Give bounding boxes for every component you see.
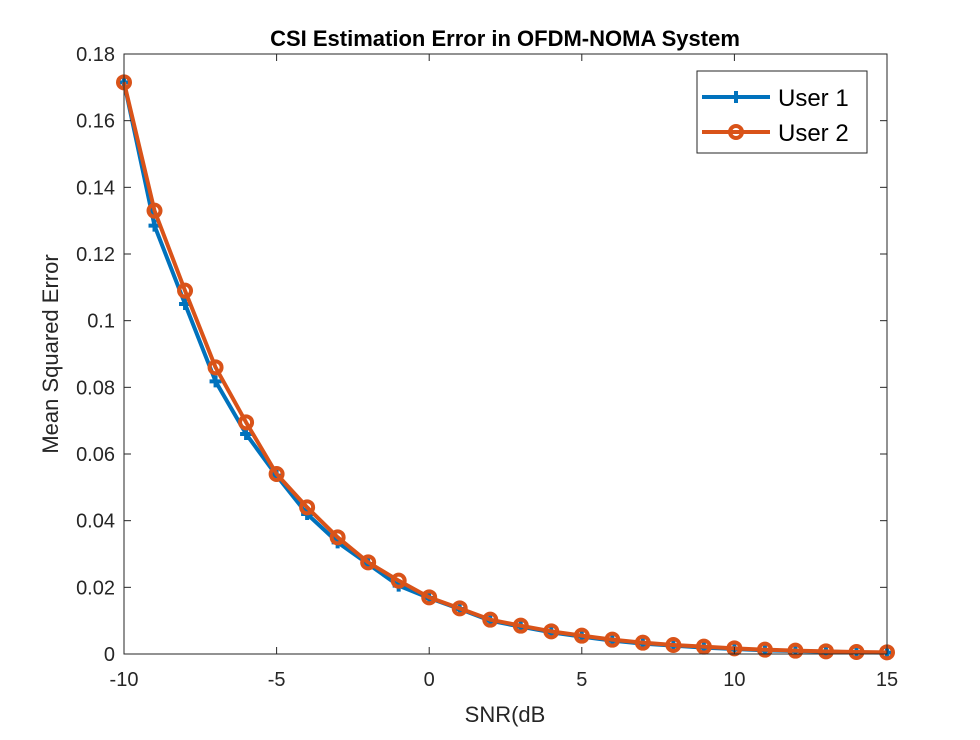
y-axis-ticks: 0 0.02 0.04 0.06 0.08 0.1 0.12 0.14 0.16 0.18	[76, 44, 887, 666]
y-tick-label: 0.16	[76, 111, 115, 133]
data-point-user-2	[146, 202, 163, 219]
x-axis-label: SNR(dB	[465, 702, 546, 727]
data-point-user-2	[573, 627, 590, 644]
data-point-user-2	[848, 644, 865, 660]
y-tick-label: 0.08	[76, 377, 115, 399]
x-tick-label: 15	[876, 669, 898, 691]
data-point-user-2	[299, 499, 316, 516]
data-point-user-2	[390, 572, 407, 589]
data-point-user-2	[329, 529, 346, 546]
data-point-user-2	[360, 554, 377, 571]
x-tick-label: 10	[723, 669, 745, 691]
legend-label-user-1: User 1	[778, 85, 849, 112]
series-user-2	[116, 74, 895, 661]
chart-title: CSI Estimation Error in OFDM-NOMA System	[270, 26, 740, 51]
data-point-user-2	[634, 634, 651, 651]
data-point-user-1	[209, 375, 222, 388]
data-point-user-2	[207, 359, 224, 376]
data-point-user-2	[451, 600, 468, 617]
legend-label-user-2: User 2	[778, 120, 849, 147]
y-tick-label: 0.02	[76, 577, 115, 599]
x-tick-label: 0	[424, 669, 435, 691]
y-tick-label: 0.04	[76, 511, 115, 533]
legend-box	[696, 70, 868, 154]
data-point-user-2	[665, 637, 682, 653]
series-layer	[116, 74, 895, 661]
data-point-user-2	[268, 466, 285, 482]
data-point-user-2	[482, 611, 499, 628]
x-tick-label: -5	[268, 669, 286, 691]
axes-box	[123, 53, 888, 655]
x-tick-label: -10	[110, 669, 139, 691]
data-point-user-2	[604, 631, 621, 648]
y-axis-label: Mean Squared Error	[38, 254, 63, 453]
y-tick-label: 0	[104, 644, 115, 666]
data-point-user-2	[238, 414, 255, 431]
y-tick-label: 0.18	[76, 44, 115, 66]
data-point-user-2	[787, 642, 804, 659]
data-point-user-2	[421, 589, 438, 606]
y-tick-label: 0.14	[76, 177, 115, 199]
legend-item-user-1: User 1	[702, 85, 849, 112]
plot-area	[124, 54, 887, 654]
data-point-user-2	[512, 617, 529, 634]
legend-item-user-2: User 2	[702, 120, 849, 147]
legend: User 1 User 2	[696, 70, 868, 154]
data-point-user-2	[543, 623, 560, 640]
data-point-user-2	[756, 641, 773, 658]
x-tick-label: 5	[576, 669, 587, 691]
legend-plus-marker-icon	[730, 91, 742, 103]
data-point-user-2	[695, 638, 712, 655]
y-tick-label: 0.12	[76, 244, 115, 266]
y-tick-label: 0.06	[76, 444, 115, 466]
y-tick-label: 0.1	[87, 311, 115, 333]
x-axis-ticks: -10 -5 0 5 10 15	[110, 54, 898, 691]
data-point-user-2	[817, 643, 834, 660]
data-point-user-2	[177, 282, 194, 299]
legend-circle-marker-icon	[728, 124, 744, 140]
